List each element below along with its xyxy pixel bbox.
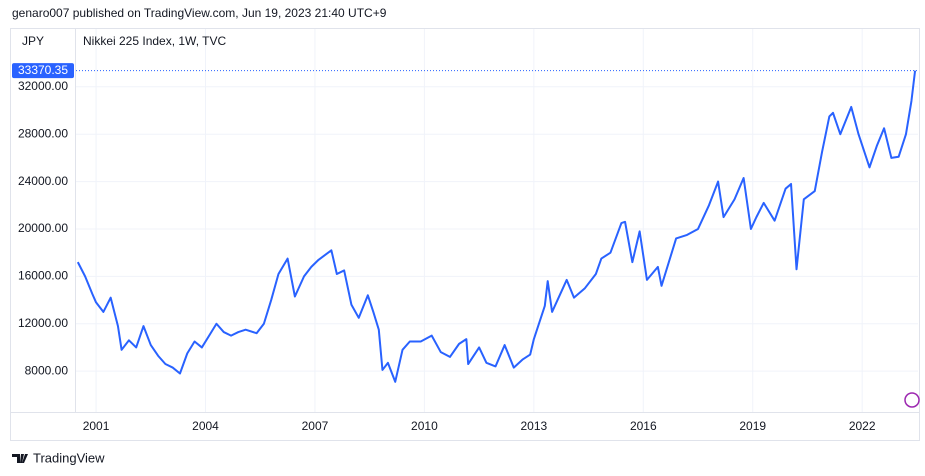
x-tick-label: 2022 [849, 419, 876, 433]
x-tick-label: 2010 [411, 419, 438, 433]
y-tick-label: 24000.00 [18, 174, 68, 188]
y-tick-label: 32000.00 [18, 79, 68, 93]
y-tick-label: 8000.00 [25, 363, 69, 377]
y-tick-label: 12000.00 [18, 316, 68, 330]
plot [76, 70, 918, 383]
events-icon [904, 392, 920, 408]
chart-frame [10, 28, 920, 441]
y-tick-label: 20000.00 [18, 221, 68, 235]
x-tick-label: 2013 [520, 419, 547, 433]
header: genaro007 published on TradingView.com, … [12, 6, 387, 20]
brand-name: TradingView [33, 450, 105, 465]
last-price-badge [12, 63, 74, 79]
chart-title: Nikkei 225 Index, 1W, TVC [83, 34, 227, 48]
grid [76, 29, 918, 412]
y-tick-label: 28000.00 [18, 126, 68, 140]
x-tick-label: 2007 [302, 419, 329, 433]
y-tick-label: 16000.00 [18, 269, 68, 283]
x-tick-label: 2016 [630, 419, 657, 433]
last-price-label: 33370.35 [18, 63, 68, 77]
x-tick-label: 2004 [192, 419, 219, 433]
currency-label: JPY [22, 34, 44, 48]
x-tick-label: 2001 [83, 419, 110, 433]
brand-logo [12, 454, 28, 463]
price-line [76, 70, 917, 383]
x-tick-label: 2019 [739, 419, 766, 433]
